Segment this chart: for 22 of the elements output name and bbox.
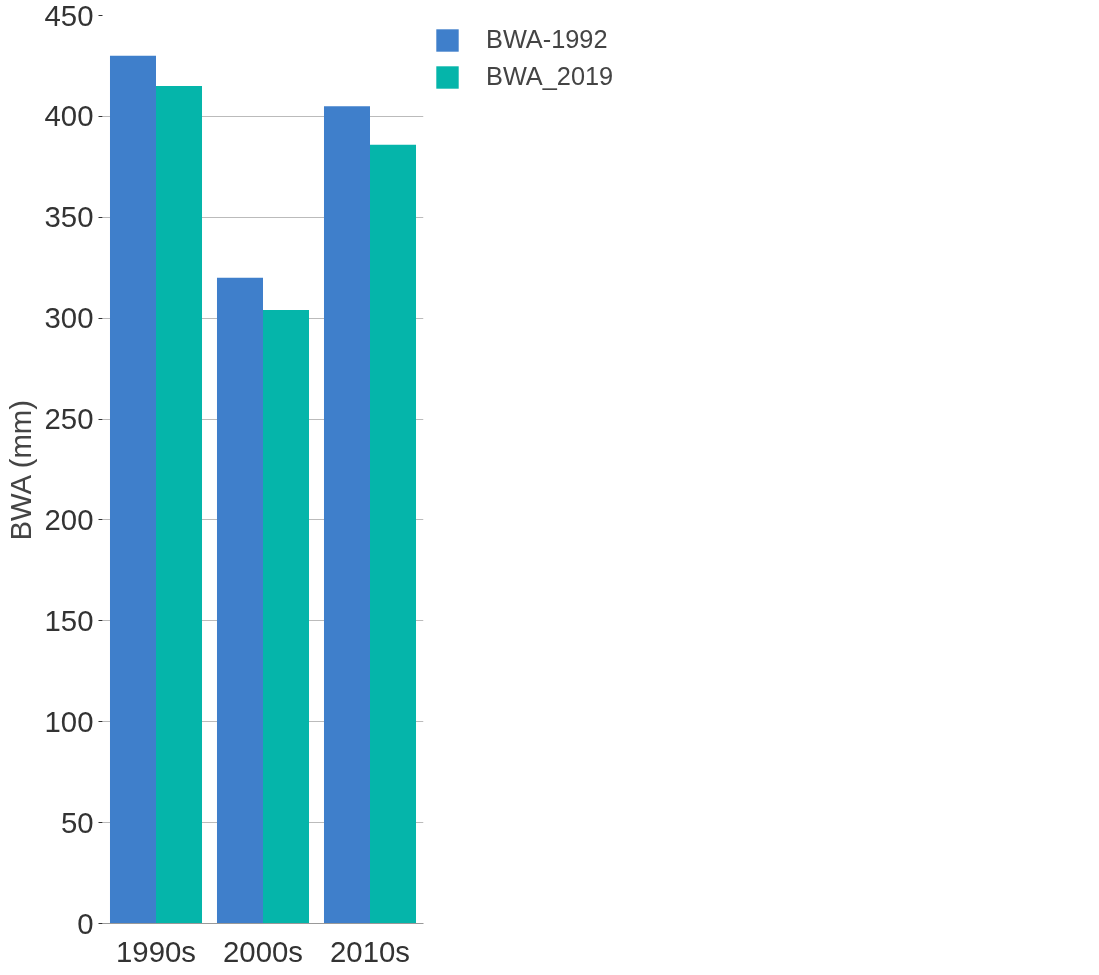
bar xyxy=(109,55,156,924)
y-tick-label: 200 xyxy=(44,502,94,536)
y-axis-title: BWA (mm) xyxy=(3,399,37,541)
x-tick-label: 1990s xyxy=(116,934,196,968)
bar xyxy=(263,310,310,924)
bar xyxy=(323,106,370,924)
y-tick-label: 400 xyxy=(44,99,94,133)
bar xyxy=(216,277,263,924)
legend-label: BWA_2019 xyxy=(486,62,614,91)
y-tick-label: 250 xyxy=(44,402,94,436)
y-tick-label: 350 xyxy=(44,200,94,234)
y-tick-label: 450 xyxy=(44,0,94,32)
y-tick-label: 0 xyxy=(77,906,94,940)
bar xyxy=(156,86,203,924)
x-tick-label: 2000s xyxy=(223,934,303,968)
x-tick-label: 2010s xyxy=(330,934,410,968)
y-tick-label: 300 xyxy=(44,301,94,335)
legend-label: BWA-1992 xyxy=(486,25,608,54)
y-tick-label: 100 xyxy=(44,704,94,738)
y-tick-label: 150 xyxy=(44,603,94,637)
y-tick-label: 50 xyxy=(60,805,94,839)
bar xyxy=(370,144,417,924)
